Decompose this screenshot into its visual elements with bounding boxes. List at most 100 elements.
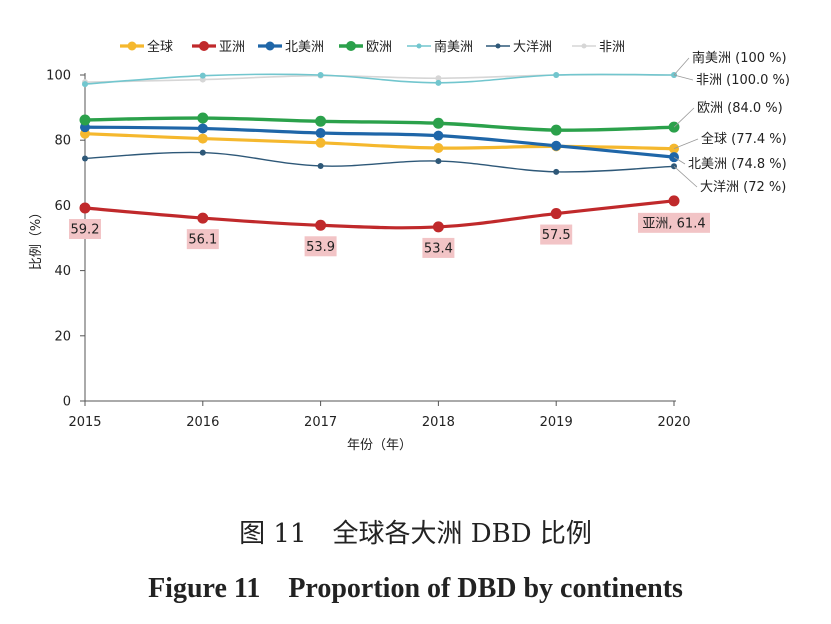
data-label-text: 59.2 xyxy=(71,223,100,238)
asia-data-label: 56.1 xyxy=(186,229,219,250)
leader-line xyxy=(673,74,694,81)
end-label-非洲: 非洲 (100.0 %) xyxy=(673,73,790,88)
legend-item: 非洲 xyxy=(572,40,625,55)
data-point xyxy=(79,114,91,126)
x-tick-label: 2016 xyxy=(186,415,219,430)
x-tick-label: 2018 xyxy=(422,415,455,430)
data-point xyxy=(553,72,560,78)
series-line xyxy=(84,199,675,230)
series-line xyxy=(84,151,675,173)
legend: 全球 亚洲 北美洲 欧洲 南美洲 大洋洲 非洲 xyxy=(120,39,625,55)
legend-item: 亚洲 xyxy=(192,40,245,55)
data-point xyxy=(668,195,680,207)
series-北美洲 xyxy=(80,122,679,163)
axes: 0 20 40 60 80 100 2015 2016 2017 2018 2019 2020 xyxy=(46,69,690,431)
end-label-text: 欧洲 (84.0 %) xyxy=(697,101,783,116)
legend-label: 南美洲 xyxy=(434,39,473,55)
asia-data-label: 57.5 xyxy=(540,224,573,245)
series-line xyxy=(84,116,675,132)
data-point xyxy=(197,112,209,124)
end-label-text: 南美洲 (100 %) xyxy=(692,50,787,66)
data-label-text: 53.9 xyxy=(306,240,335,255)
labels-layer: 59.2 56.1 53.9 53.4 57.5 亚洲, 61.4 南美洲 (100 %) 非… xyxy=(69,50,790,258)
legend-label: 北美洲 xyxy=(285,40,324,55)
series-layer xyxy=(79,72,680,233)
legend-marker xyxy=(346,41,356,51)
data-label-text: 56.1 xyxy=(188,233,217,248)
leader-line xyxy=(673,156,686,165)
end-label-全球: 全球 (77.4 %) xyxy=(673,131,787,150)
data-label-text: 53.4 xyxy=(424,241,453,256)
series-大洋洲 xyxy=(82,149,677,175)
y-axis-title: 比例（%） xyxy=(29,206,44,270)
data-point xyxy=(553,168,560,175)
legend-item: 南美洲 xyxy=(407,39,473,55)
data-point xyxy=(199,149,206,156)
data-point xyxy=(197,212,209,224)
data-point xyxy=(315,115,327,127)
data-point xyxy=(435,79,442,86)
leader-line xyxy=(673,107,695,128)
legend-label: 亚洲 xyxy=(219,40,245,55)
series-line xyxy=(84,73,675,83)
series-line xyxy=(84,132,675,151)
data-point xyxy=(79,202,91,214)
data-label-box xyxy=(304,236,337,257)
legend-marker xyxy=(127,41,137,51)
y-tick-label: 40 xyxy=(54,264,71,279)
leader-line xyxy=(673,57,690,76)
data-point xyxy=(550,124,562,136)
legend-label: 非洲 xyxy=(599,40,625,55)
legend-marker xyxy=(495,43,501,49)
legend-label: 大洋洲 xyxy=(513,40,552,55)
data-point xyxy=(433,130,444,141)
legend-marker xyxy=(581,43,587,49)
data-point xyxy=(432,221,444,233)
data-label-text: 57.5 xyxy=(542,228,571,243)
legend-item: 全球 xyxy=(120,39,173,55)
legend-label: 全球 xyxy=(147,39,173,55)
x-tick-label: 2019 xyxy=(540,415,573,430)
end-label-text: 非洲 (100.0 %) xyxy=(696,73,790,88)
legend-item: 大洋洲 xyxy=(486,40,552,55)
data-point xyxy=(82,155,88,162)
data-point xyxy=(317,162,324,169)
end-label-北美洲: 北美洲 (74.8 %) xyxy=(673,156,787,172)
x-axis-title: 年份（年） xyxy=(347,438,412,453)
data-point xyxy=(435,158,442,165)
legend-label: 欧洲 xyxy=(366,40,392,55)
series-亚洲 xyxy=(79,195,680,233)
data-point xyxy=(82,81,88,88)
data-label-box xyxy=(540,224,573,245)
asia-end-label: 亚洲, 61.4 xyxy=(638,212,710,233)
y-tick-label: 100 xyxy=(46,69,71,84)
legend-item: 欧洲 xyxy=(339,40,392,55)
data-point xyxy=(315,128,326,139)
legend-item: 北美洲 xyxy=(258,40,324,55)
data-label-box xyxy=(69,219,101,240)
data-point xyxy=(199,72,206,79)
line-chart: 全球 亚洲 北美洲 欧洲 南美洲 大洋洲 非洲 0 20 40 60 80 100 2015 2016 20… xyxy=(29,39,790,453)
y-tick-label: 20 xyxy=(54,329,71,344)
data-label-box xyxy=(638,212,710,233)
data-point xyxy=(435,75,442,82)
end-label-text: 大洋洲 (72 %) xyxy=(700,180,786,195)
y-tick-label: 60 xyxy=(54,199,71,214)
data-point xyxy=(433,143,444,154)
data-point xyxy=(550,208,562,220)
leader-line xyxy=(673,138,699,150)
series-line xyxy=(84,73,675,85)
end-label-text: 全球 (77.4 %) xyxy=(701,131,787,147)
data-point xyxy=(197,123,208,134)
legend-marker xyxy=(265,41,275,51)
data-point xyxy=(315,137,326,148)
series-欧洲 xyxy=(79,112,680,136)
leader-line xyxy=(673,165,698,188)
series-line xyxy=(84,125,675,159)
data-point xyxy=(197,133,208,144)
x-tick-label: 2015 xyxy=(68,415,101,430)
x-tick-label: 2017 xyxy=(304,415,337,430)
data-label-box xyxy=(422,237,455,258)
end-label-南美洲: 南美洲 (100 %) xyxy=(673,50,787,76)
data-point xyxy=(317,72,324,78)
